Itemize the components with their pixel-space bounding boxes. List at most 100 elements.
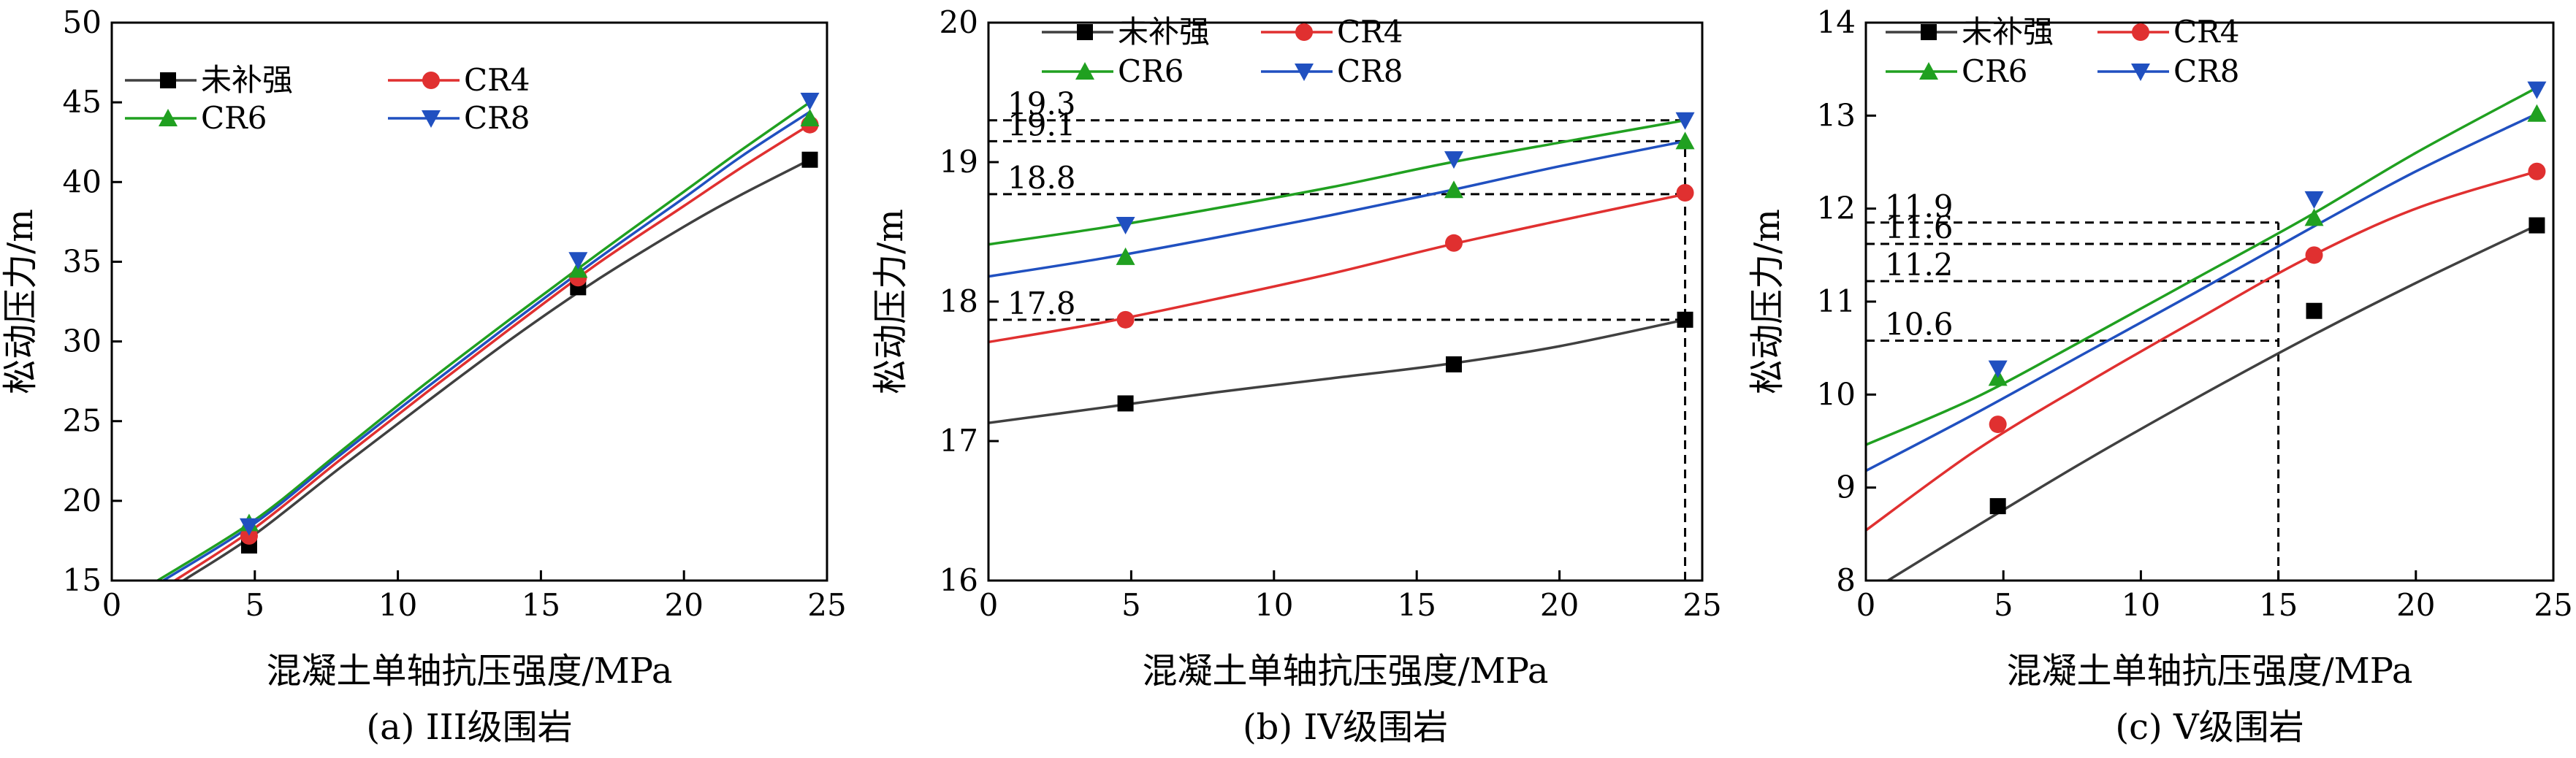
legend-marker <box>1075 62 1094 80</box>
x-tick-label: 25 <box>2534 587 2572 623</box>
plot-frame <box>1864 21 2555 582</box>
data-point <box>1675 131 1695 150</box>
series-line <box>988 118 1685 246</box>
x-tick-label: 5 <box>1121 587 1141 623</box>
legend: 未补强 CR4 CR6 CR8 <box>125 62 530 136</box>
x-tick-label: 15 <box>522 587 560 623</box>
y-tick-label: 8 <box>1836 562 1856 598</box>
legend-label: CR6 <box>201 100 267 136</box>
x-tick-label: 15 <box>1397 587 1436 623</box>
data-point <box>2304 208 2324 226</box>
y-tick-label: 50 <box>63 4 102 40</box>
plot-frame <box>987 21 1704 582</box>
legend-label: CR6 <box>1962 53 2027 89</box>
legend-marker <box>422 110 441 128</box>
annotation-label: 19.1 <box>1007 107 1076 142</box>
series-curves <box>156 101 811 581</box>
legend-marker <box>1921 24 1937 40</box>
y-tick-label: 9 <box>1836 470 1856 505</box>
data-point <box>2528 162 2546 180</box>
annotation-label: 11.6 <box>1885 210 1954 245</box>
series-line <box>174 123 811 581</box>
legend-label: CR4 <box>2173 14 2239 50</box>
data-point <box>2527 104 2547 122</box>
data-point <box>1444 151 1464 169</box>
series-line <box>1866 170 2537 532</box>
data-point <box>800 92 820 110</box>
x-tick-label: 5 <box>245 587 264 623</box>
x-tick-label: 5 <box>1994 587 2013 623</box>
y-axis-label: 松动压力/m <box>870 209 911 394</box>
data-point <box>1989 498 2006 515</box>
data-point <box>1116 310 1135 329</box>
y-tick-label: 14 <box>1817 4 1856 40</box>
data-point <box>2305 246 2323 264</box>
x-tick-label: 10 <box>2122 587 2160 623</box>
legend-label: 未补强 <box>1118 14 1210 50</box>
data-point <box>1676 184 1694 202</box>
annotation-label: 11.9 <box>1885 188 1954 224</box>
y-axis-label: 松动压力/m <box>1747 209 1788 394</box>
annotation-label: 19.3 <box>1007 86 1076 122</box>
data-point <box>2527 81 2547 99</box>
data-point <box>1675 112 1695 130</box>
y-tick-label: 12 <box>1817 191 1856 226</box>
data-point <box>801 151 818 168</box>
legend-marker <box>422 72 440 89</box>
y-axis-label: 松动压力/m <box>0 209 41 394</box>
x-tick-label: 25 <box>807 587 846 623</box>
panel-caption: (c) V级围岩 <box>2115 707 2303 748</box>
data-point <box>1116 247 1135 265</box>
annotation-label: 18.8 <box>1007 160 1076 196</box>
legend: 未补强 CR4 CR6 CR8 <box>1886 14 2239 89</box>
data-point <box>1117 395 1134 412</box>
legend-marker <box>2131 64 2150 81</box>
series-line <box>988 193 1685 344</box>
series-line <box>1866 86 2538 446</box>
legend-label: CR6 <box>1118 53 1184 89</box>
y-tick-label: 20 <box>63 483 102 518</box>
x-tick-label: 15 <box>2259 587 2298 623</box>
data-point <box>568 252 588 270</box>
series-curves <box>988 118 1685 424</box>
legend-label: 未补强 <box>1962 14 2054 50</box>
data-point <box>1989 416 2007 434</box>
y-tick-label: 30 <box>63 324 102 359</box>
y-tick-label: 15 <box>63 562 102 598</box>
y-tick-label: 19 <box>940 144 978 180</box>
y-tick-label: 20 <box>940 4 978 40</box>
annotation-label: 11.2 <box>1885 247 1954 283</box>
x-tick-label: 25 <box>1683 587 1721 623</box>
series-curves <box>1866 86 2538 581</box>
y-tick-label: 40 <box>63 164 102 199</box>
x-tick-label: 20 <box>2396 587 2435 623</box>
plot-frame <box>110 21 828 582</box>
x-tick-label: 10 <box>1254 587 1293 623</box>
y-tick-label: 18 <box>940 283 978 319</box>
y-tick-label: 45 <box>63 84 102 120</box>
legend-marker <box>160 72 176 88</box>
data-point <box>2529 217 2545 234</box>
x-tick-label: 0 <box>1856 587 1876 623</box>
series-line <box>988 318 1685 424</box>
y-tick-label: 11 <box>1817 283 1856 319</box>
series-line <box>162 110 811 581</box>
series-line <box>1887 224 2538 581</box>
y-tick-label: 17 <box>940 423 978 459</box>
x-axis-label: 混凝土单轴抗压强度/MPa <box>1142 651 1548 692</box>
data-point <box>1116 216 1135 234</box>
data-point <box>2306 302 2322 319</box>
x-tick-label: 20 <box>1540 587 1579 623</box>
series-line <box>182 158 811 581</box>
y-tick-label: 13 <box>1817 97 1856 133</box>
data-point <box>2304 191 2324 209</box>
legend-label: CR4 <box>464 62 530 98</box>
x-tick-label: 10 <box>378 587 417 623</box>
x-axis-label: 混凝土单轴抗压强度/MPa <box>2006 651 2412 692</box>
panel-caption: (b) IV级围岩 <box>1243 707 1448 748</box>
panel-b-chart: 19.319.1 18.8 17.8 0 5 10 15 20 25 16 17 18 19 20 混凝土单… <box>870 4 1722 748</box>
x-tick-label: 0 <box>102 587 122 623</box>
legend-marker <box>1295 64 1314 81</box>
legend-label: CR8 <box>464 100 530 136</box>
